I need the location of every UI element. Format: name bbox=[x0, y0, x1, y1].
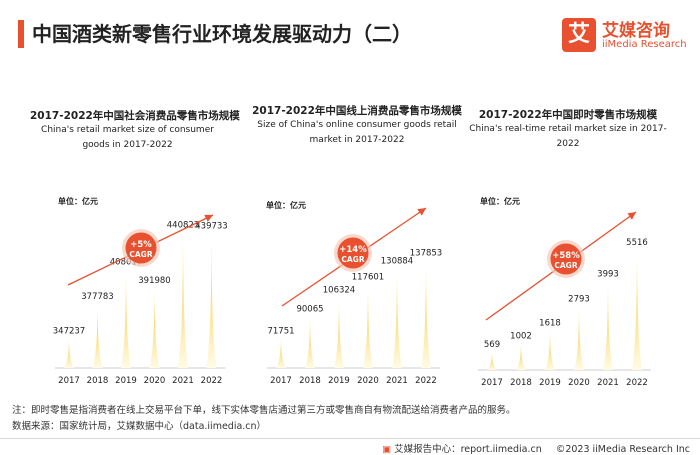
bar-2019 bbox=[545, 330, 555, 370]
tick-label-2021: 2021 bbox=[172, 376, 194, 386]
value-label-2017: 347237 bbox=[53, 326, 85, 336]
value-label-2022: 5516 bbox=[626, 238, 648, 248]
value-label-2018: 90065 bbox=[296, 305, 323, 315]
bar-2022 bbox=[632, 250, 642, 370]
tick-label-2022: 2022 bbox=[415, 376, 437, 386]
logo-mark: 艾 bbox=[562, 18, 596, 52]
tick-label-2020: 2020 bbox=[357, 376, 379, 386]
report-center-icon: ▣ bbox=[382, 444, 392, 455]
bar-2018 bbox=[92, 303, 103, 368]
value-label-2022: 439733 bbox=[195, 222, 227, 232]
tick-label-2020: 2020 bbox=[568, 378, 590, 388]
report-center-link[interactable]: 艾媒报告中心：report.iimedia.cn bbox=[394, 444, 542, 455]
chart-panel-instant: 2017-2022年中国即时零售市场规模 China's real-time r… bbox=[468, 0, 668, 400]
cagr-badge: +14%CAGR bbox=[334, 234, 372, 272]
iimedia-logo: 艾 艾媒咨询 iiMedia Research bbox=[562, 16, 687, 56]
bar-2022 bbox=[421, 260, 431, 368]
bar-2018 bbox=[516, 343, 526, 370]
value-label-2019: 1618 bbox=[539, 319, 561, 329]
cagr-label: CAGR bbox=[341, 255, 364, 264]
logo-name-cn: 艾媒咨询 bbox=[602, 21, 670, 41]
value-label-2018: 377783 bbox=[81, 292, 113, 302]
panel-title-en: China's real-time retail market size in … bbox=[469, 124, 667, 149]
bar-2020 bbox=[149, 287, 160, 368]
cagr-badge: +58%CAGR bbox=[547, 240, 585, 278]
cagr-value: +14% bbox=[339, 245, 367, 255]
value-label-2021: 3993 bbox=[597, 269, 619, 279]
tick-label-2018: 2018 bbox=[299, 376, 321, 386]
cagr-value: +5% bbox=[130, 240, 152, 250]
cagr-label: CAGR bbox=[554, 261, 577, 270]
bar-2022 bbox=[206, 233, 217, 368]
value-label-2017: 71751 bbox=[267, 326, 294, 336]
panel-title-cn: 2017-2022年中国线上消费品零售市场规模 bbox=[252, 105, 462, 117]
value-label-2019: 408017 bbox=[110, 258, 142, 268]
value-label-2021: 440823 bbox=[167, 220, 199, 230]
bar-2019 bbox=[121, 269, 131, 368]
tick-label-2017: 2017 bbox=[270, 376, 292, 386]
cagr-label: CAGR bbox=[129, 250, 152, 259]
unit-label: 单位：亿元 bbox=[58, 197, 98, 206]
tick-label-2022: 2022 bbox=[201, 376, 223, 386]
footer-bottom: ▣ 艾媒报告中心：report.iimedia.cn ©2023 iiMedia… bbox=[382, 441, 690, 455]
chart-svg: 347237 2017 377783 2018 408017 2019 391980 2020… bbox=[53, 214, 228, 386]
bar-2021 bbox=[603, 281, 613, 370]
footer-source: 数据来源：国家统计局，艾媒数据中心（data.iimedia.cn） bbox=[12, 421, 267, 432]
unit-label: 单位：亿元 bbox=[480, 197, 520, 206]
value-label-2018: 1002 bbox=[510, 331, 532, 341]
panel-title-cn: 2017-2022年中国即时零售市场规模 bbox=[478, 109, 658, 121]
tick-label-2017: 2017 bbox=[481, 378, 503, 388]
value-label-2020: 2793 bbox=[568, 294, 590, 304]
tick-label-2017: 2017 bbox=[58, 376, 80, 386]
value-label-2017: 569 bbox=[484, 340, 500, 350]
chart-panel-retail: 2017-2022年中国社会消费品零售市场规模 China's retail m… bbox=[30, 0, 240, 400]
bar-2020 bbox=[363, 284, 373, 368]
value-label-2020: 391980 bbox=[138, 276, 170, 286]
bar-2017 bbox=[276, 338, 286, 368]
cagr-badge: +5%CAGR bbox=[122, 229, 160, 267]
panel-title-en: Size of China's online consumer goods re… bbox=[257, 120, 457, 145]
bar-2018 bbox=[305, 316, 315, 368]
logo-name-en: iiMedia Research bbox=[602, 39, 687, 50]
value-label-2021: 130884 bbox=[381, 257, 413, 267]
bar-2017 bbox=[64, 338, 74, 368]
tick-label-2021: 2021 bbox=[386, 376, 408, 386]
footer-divider bbox=[0, 438, 700, 439]
bar-2017 bbox=[487, 352, 497, 370]
tick-label-2018: 2018 bbox=[87, 376, 109, 386]
value-label-2019: 106324 bbox=[323, 286, 355, 296]
bar-2021 bbox=[392, 268, 402, 368]
page-title: 中国酒类新零售行业环境发展驱动力（二） bbox=[32, 22, 412, 46]
footer-note: 注：即时零售是指消费者在线上交易平台下单，线下实体零售店通过第三方或零售商自有物… bbox=[12, 405, 516, 416]
title-accent-bar bbox=[18, 20, 24, 48]
cagr-value: +58% bbox=[552, 251, 580, 261]
chart-svg: 569 2017 1002 2018 1618 2019 2793 2020 3993 2021 5… bbox=[478, 211, 651, 388]
value-label-2022: 137853 bbox=[410, 249, 442, 259]
panel-title-cn: 2017-2022年中国社会消费品零售市场规模 bbox=[30, 110, 240, 122]
value-label-2020: 117601 bbox=[352, 272, 384, 282]
tick-label-2018: 2018 bbox=[510, 378, 532, 388]
copyright: ©2023 iiMedia Research Inc bbox=[555, 444, 690, 455]
unit-label: 单位：亿元 bbox=[266, 201, 306, 210]
bar-2019 bbox=[334, 297, 344, 368]
tick-label-2019: 2019 bbox=[328, 376, 350, 386]
chart-panel-online: 2017-2022年中国线上消费品零售市场规模 Size of China's … bbox=[252, 0, 462, 400]
tick-label-2020: 2020 bbox=[144, 376, 166, 386]
tick-label-2019: 2019 bbox=[539, 378, 561, 388]
chart-svg: 71751 2017 90065 2018 106324 2019 117601 2020 13… bbox=[267, 207, 442, 386]
tick-label-2019: 2019 bbox=[115, 376, 137, 386]
panel-title-en: China's retail market size of consumer g… bbox=[41, 125, 214, 150]
tick-label-2021: 2021 bbox=[597, 378, 619, 388]
bar-2021 bbox=[178, 232, 188, 368]
bar-2020 bbox=[574, 306, 584, 370]
tick-label-2022: 2022 bbox=[626, 378, 648, 388]
